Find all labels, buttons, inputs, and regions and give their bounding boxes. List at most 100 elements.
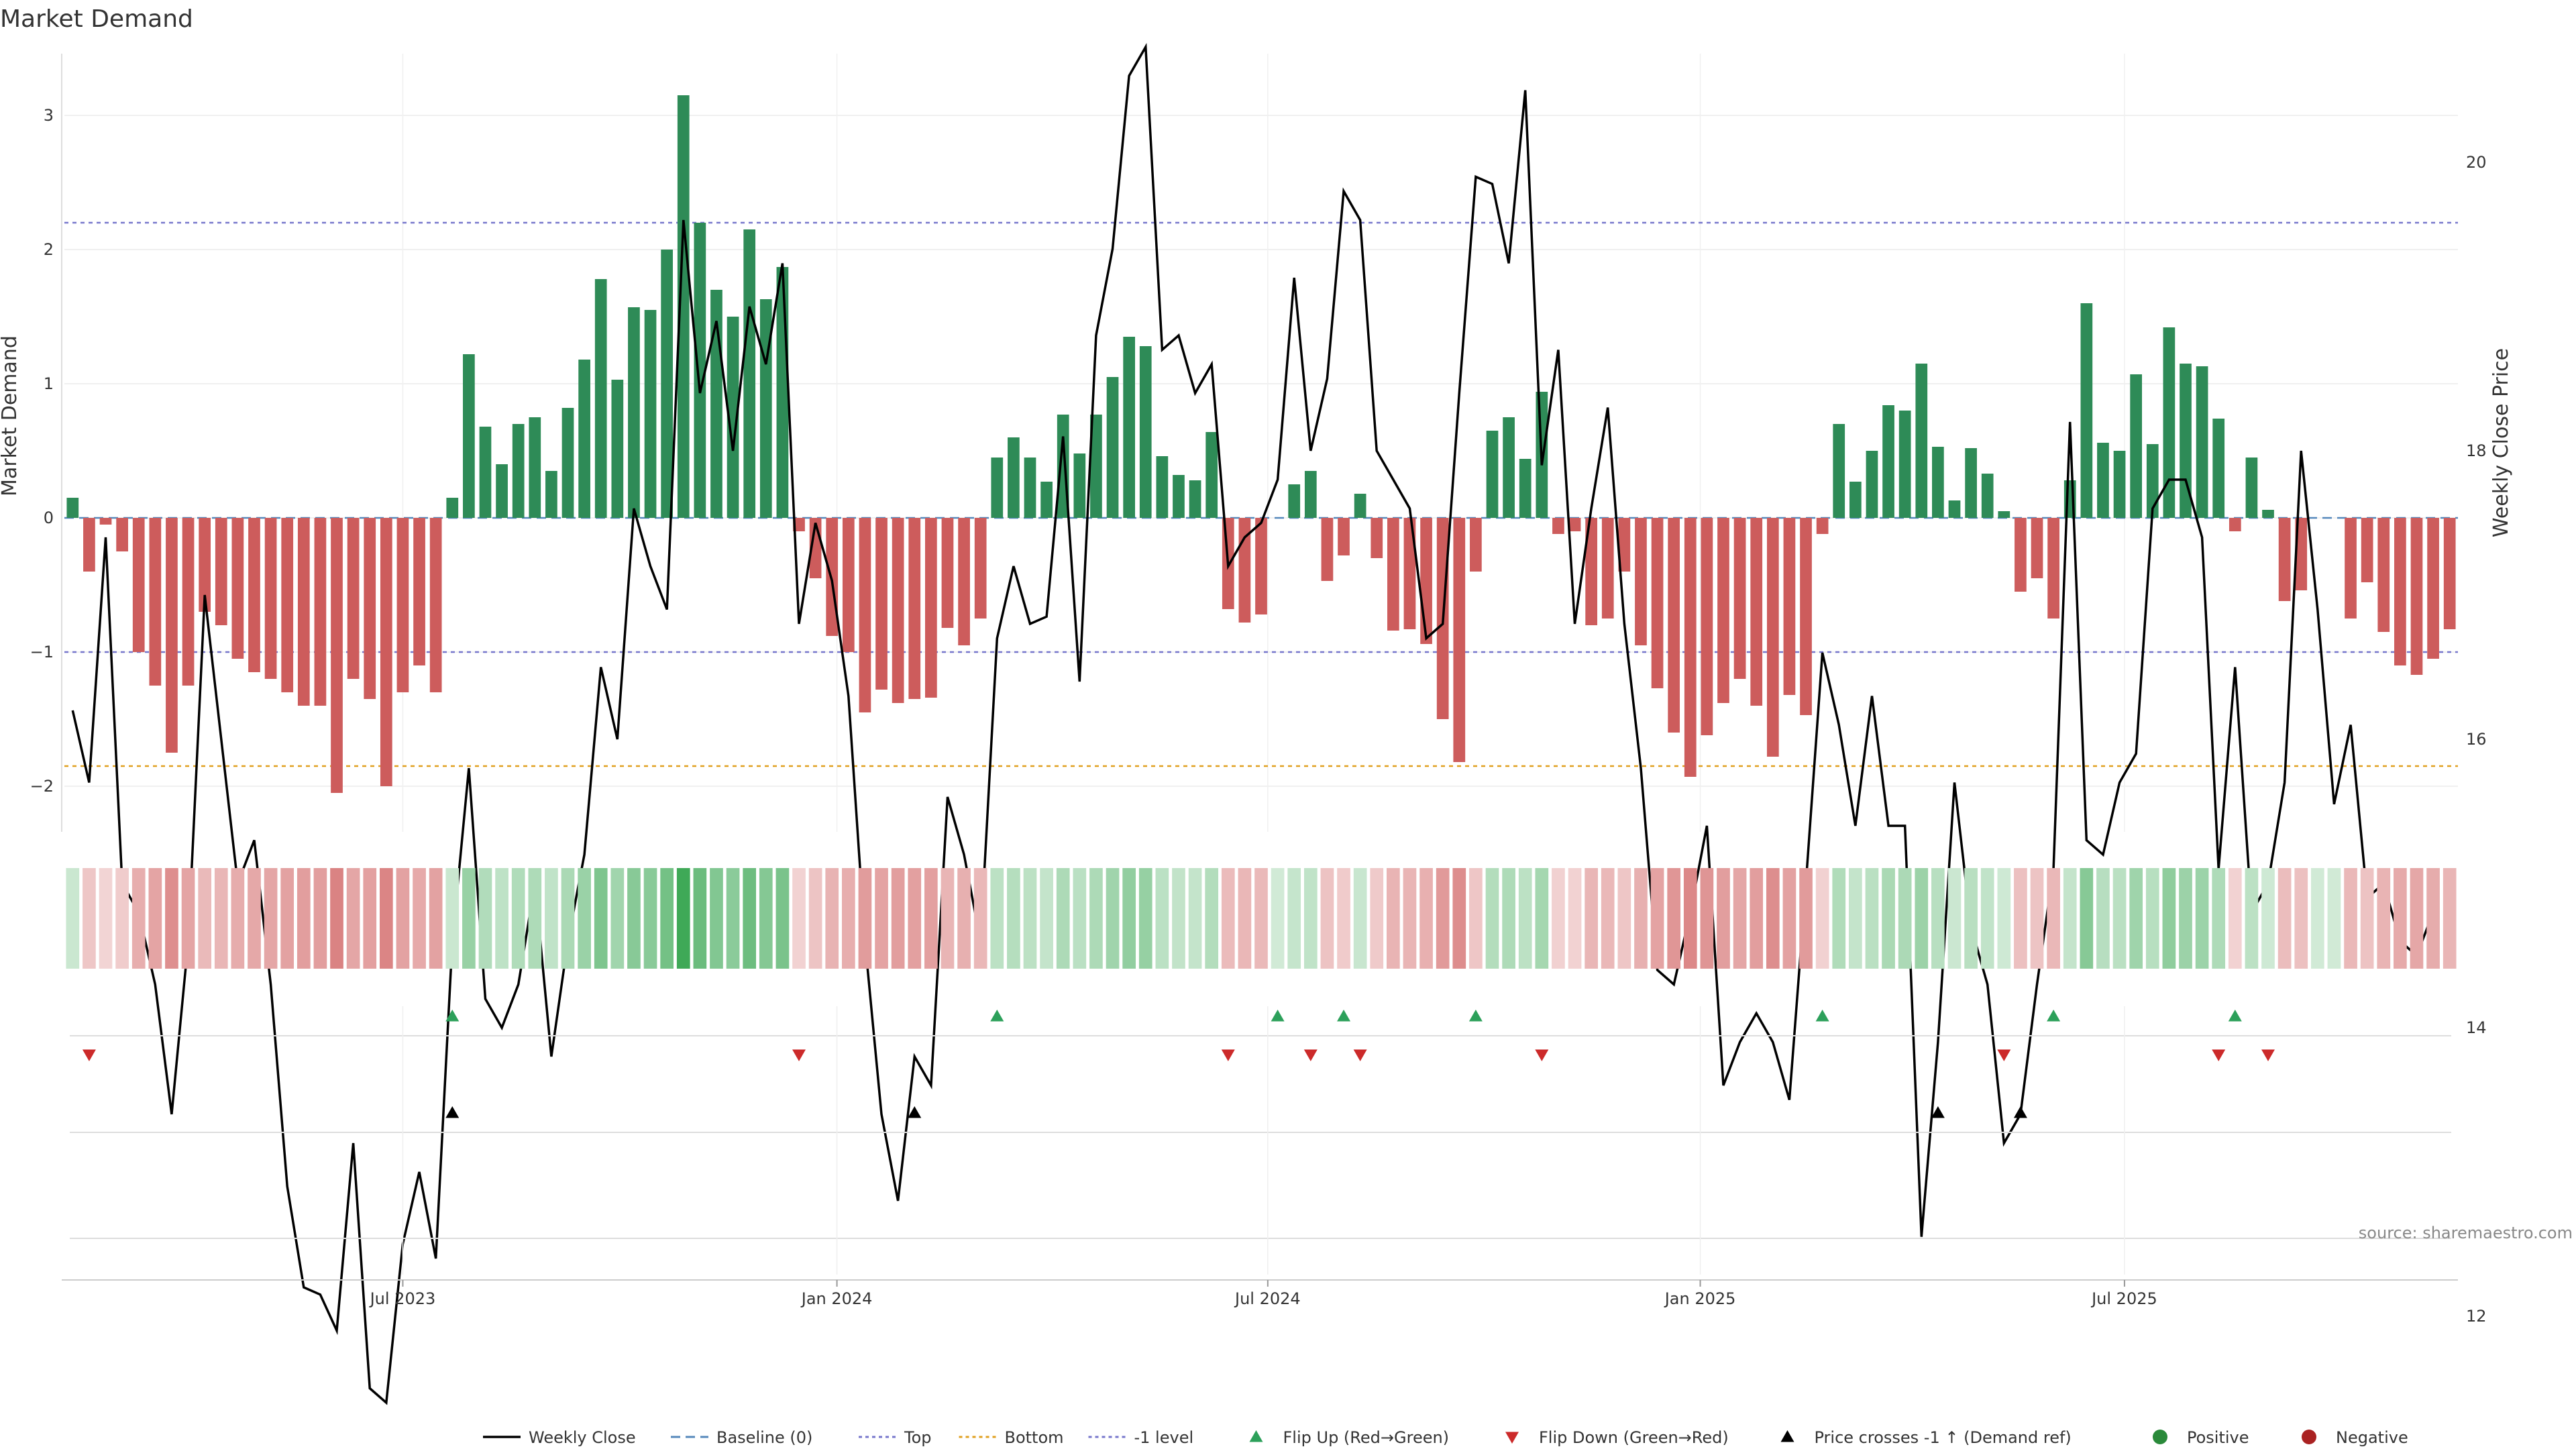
heat-cell: [924, 868, 938, 969]
demand-bar: [578, 360, 590, 518]
legend-label: -1 level: [1134, 1428, 1194, 1447]
flip-down-marker: [82, 1049, 96, 1061]
demand-bar: [1371, 518, 1383, 558]
heat-cell: [1799, 868, 1813, 969]
left-tick-label: 3: [44, 106, 54, 125]
demand-bar: [166, 518, 178, 753]
heat-cell: [2179, 868, 2192, 969]
demand-bar: [512, 424, 525, 518]
heat-cell: [1535, 868, 1549, 969]
demand-bar: [1106, 377, 1119, 518]
demand-bar: [264, 518, 277, 679]
demand-bar: [149, 518, 162, 686]
weekly-close-line: [71, 43, 2434, 1405]
demand-bar: [611, 380, 624, 518]
demand-bar: [347, 518, 360, 679]
demand-bar: [1288, 484, 1301, 518]
demand-bar: [1965, 448, 1977, 518]
demand-bar: [1948, 500, 1961, 518]
heat-cell: [1700, 868, 1714, 969]
heat-cell: [214, 868, 228, 969]
demand-bar: [2212, 419, 2225, 518]
flip-down-marker: [1353, 1049, 1367, 1061]
legend-item: Flip Up (Red→Green): [1249, 1428, 1449, 1447]
demand-bar: [66, 498, 79, 518]
heat-cell: [2112, 868, 2127, 969]
heat-cell: [379, 868, 393, 969]
right-tick-label: 14: [2466, 1018, 2487, 1037]
demand-bar: [231, 518, 244, 659]
heat-cell: [825, 868, 839, 969]
heat-cell: [181, 868, 195, 969]
demand-bar: [1585, 518, 1597, 625]
legend-label: Top: [904, 1428, 932, 1447]
demand-bar: [1156, 456, 1169, 518]
demand-bar: [2130, 374, 2143, 518]
heat-cell: [1403, 868, 1417, 969]
heat-cell: [2129, 868, 2143, 969]
heat-cell: [2228, 868, 2242, 969]
heat-cell: [2212, 868, 2226, 969]
flip-up-marker: [1468, 1010, 1483, 1022]
flip-down-marker: [1303, 1049, 1318, 1061]
heat-cell: [1023, 868, 1037, 969]
demand-bar: [1040, 482, 1053, 518]
heat-cell: [1221, 868, 1235, 969]
heat-cell: [346, 868, 360, 969]
heat-cell: [1056, 868, 1070, 969]
legend-swatch: [1505, 1432, 1519, 1444]
demand-bar: [2361, 518, 2373, 582]
heat-cell: [1155, 868, 1169, 969]
heat-cell: [1815, 868, 1829, 969]
demand-bar: [479, 427, 492, 518]
flip-down-marker: [792, 1049, 806, 1061]
left-tick-label: 0: [44, 508, 54, 527]
x-axis: Jul 2023 Jan 2024 Jul 2024 Jan 2025 Jul 2025: [62, 1279, 2458, 1308]
demand-bar: [2427, 518, 2439, 659]
demand-bar: [1173, 475, 1185, 518]
heat-cell: [1650, 868, 1664, 969]
heat-cell: [83, 868, 96, 969]
heat-cell: [528, 868, 542, 969]
demand-bar: [380, 518, 392, 786]
demand-bar: [2031, 518, 2043, 578]
legend-label: Baseline (0): [716, 1428, 812, 1447]
heat-cell: [1750, 868, 1764, 969]
heat-cell: [2360, 868, 2374, 969]
legend-swatch: [1780, 1430, 1794, 1442]
heat-cell: [1898, 868, 1912, 969]
price-cross-marker: [1931, 1106, 1945, 1118]
demand-bar: [644, 310, 657, 518]
demand-bar: [1998, 511, 2010, 518]
heat-cell: [495, 868, 508, 969]
heat-cell: [941, 868, 955, 969]
heat-cell: [165, 868, 178, 969]
demand-bar: [2295, 518, 2308, 590]
heat-cell: [1766, 868, 1780, 969]
heat-cell: [545, 868, 558, 969]
heat-cell: [2394, 868, 2407, 969]
flip-up-marker: [445, 1010, 460, 1022]
right-tick-label: 18: [2466, 441, 2487, 460]
heat-cell: [280, 868, 294, 969]
heat-cell: [2261, 868, 2275, 969]
demand-bar: [2278, 518, 2291, 601]
demand-bar: [215, 518, 227, 625]
heat-cell: [1915, 868, 1929, 969]
demand-bar: [1882, 405, 1894, 518]
heat-cell: [792, 868, 806, 969]
demand-bar: [2196, 366, 2208, 518]
demand-bar: [1387, 518, 1399, 631]
heat-cell: [1485, 868, 1499, 969]
heat-cell: [2327, 868, 2341, 969]
demand-bar: [529, 417, 541, 518]
demand-bar: [2113, 451, 2126, 518]
heat-cell: [1552, 868, 1565, 969]
demand-bar: [1255, 518, 1267, 614]
heat-cell: [313, 868, 327, 969]
heat-cell: [2047, 868, 2060, 969]
heat-cell: [99, 868, 113, 969]
legend-item: Weekly Close: [483, 1428, 636, 1447]
heat-cell: [561, 868, 575, 969]
